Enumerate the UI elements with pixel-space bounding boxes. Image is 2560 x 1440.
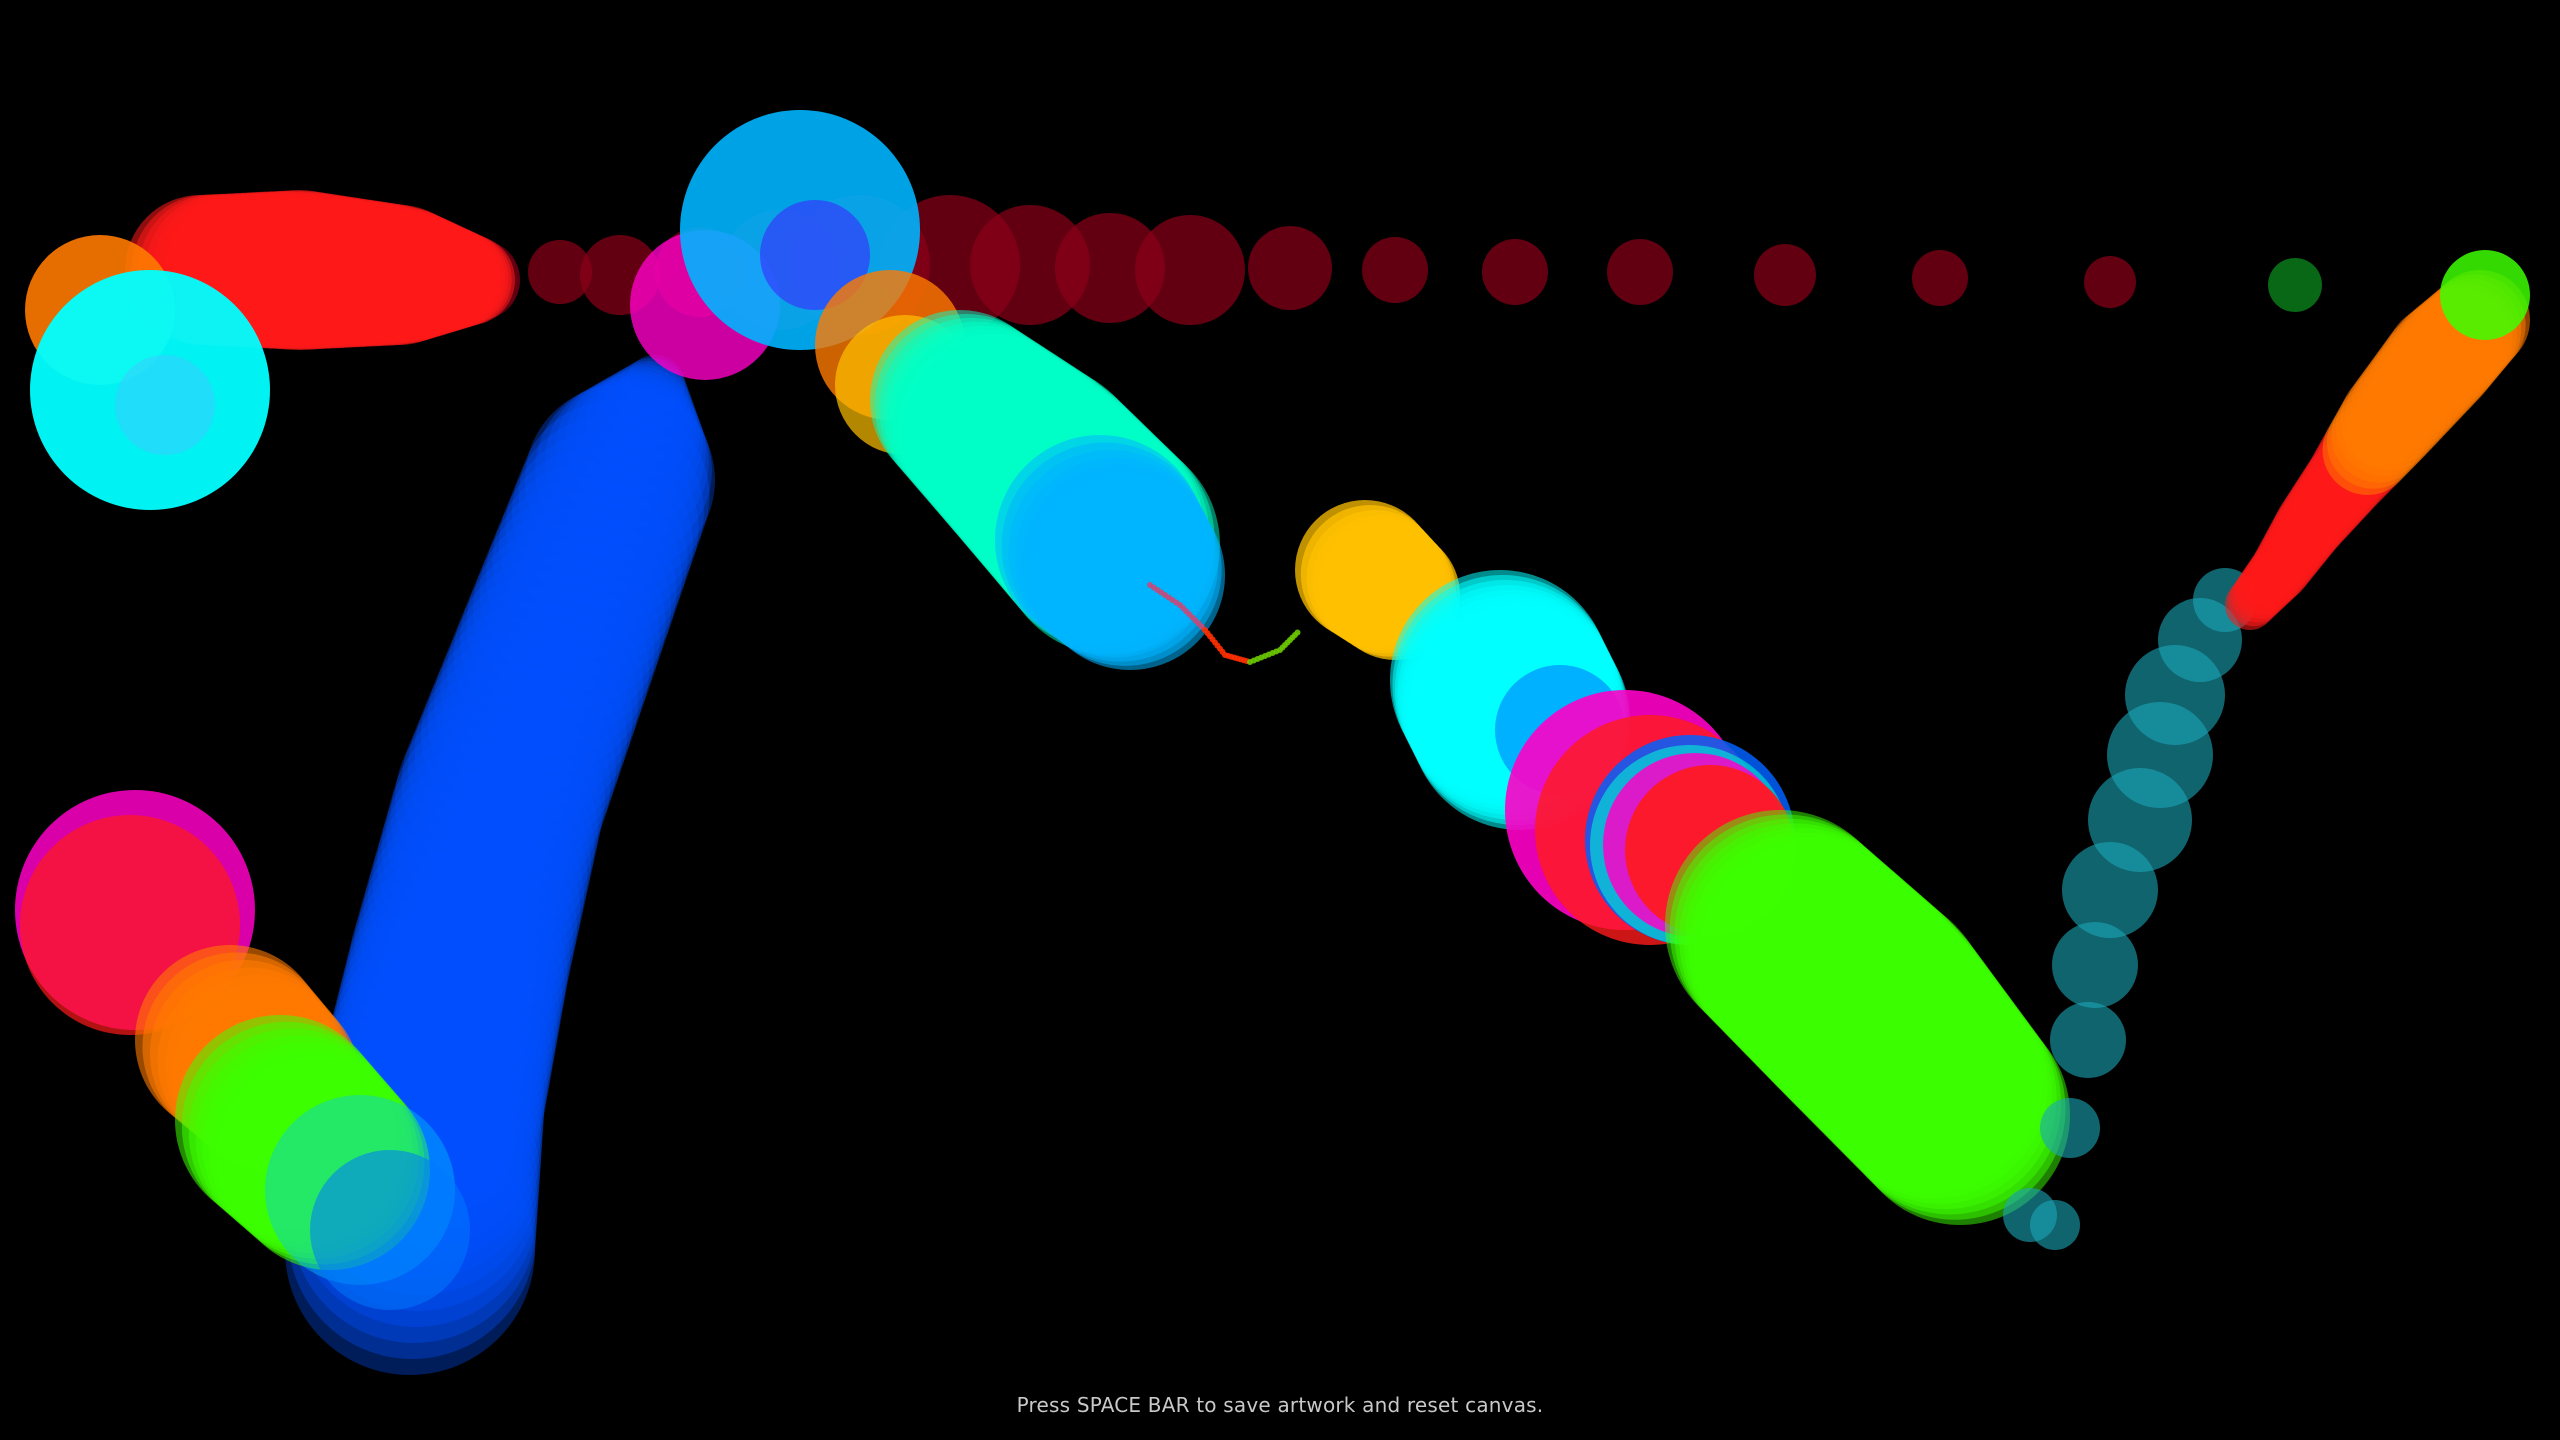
blue-stroke bbox=[346, 863, 568, 1085]
blue-stroke bbox=[368, 788, 584, 1004]
blue-stroke bbox=[401, 679, 611, 889]
trail-dot bbox=[1055, 213, 1165, 323]
blue-stroke bbox=[421, 633, 627, 839]
green-stroke bbox=[1850, 1005, 2070, 1225]
blue-stroke bbox=[453, 555, 655, 757]
blue-stroke bbox=[377, 757, 591, 971]
trail-dot bbox=[1607, 239, 1673, 305]
trail-dot bbox=[1248, 226, 1332, 310]
blue-stroke bbox=[605, 361, 691, 447]
trail-dot bbox=[528, 240, 592, 304]
cyan-blob bbox=[115, 355, 215, 455]
trail-dot bbox=[2268, 258, 2322, 312]
blue-stroke bbox=[350, 850, 570, 1070]
blue-stroke bbox=[427, 617, 633, 823]
blue-stroke bbox=[343, 877, 565, 1099]
blue-stroke bbox=[408, 664, 616, 872]
blue-stroke bbox=[354, 834, 574, 1054]
blue-stroke bbox=[518, 400, 710, 592]
blue-stroke bbox=[535, 382, 712, 559]
blue-stroke bbox=[492, 462, 688, 658]
blue-stroke bbox=[545, 379, 709, 543]
blue-stroke bbox=[479, 493, 677, 691]
blue-stroke bbox=[575, 370, 700, 495]
blue-stroke bbox=[486, 478, 682, 674]
blue-stroke bbox=[372, 772, 588, 988]
blue-stroke bbox=[585, 367, 697, 479]
blue-stroke bbox=[414, 648, 622, 856]
blue-stroke bbox=[447, 571, 649, 773]
blue-stroke bbox=[499, 447, 693, 641]
teal-dot bbox=[2050, 1002, 2126, 1078]
blue-stroke bbox=[381, 741, 595, 955]
sky-blob bbox=[760, 200, 870, 310]
blue-stroke bbox=[395, 695, 605, 905]
blue-stroke bbox=[336, 904, 560, 1128]
blue-stroke bbox=[555, 376, 706, 527]
teal-dot bbox=[2003, 1188, 2057, 1242]
blue-stroke bbox=[460, 540, 660, 740]
trail-dot bbox=[2084, 256, 2136, 308]
blue-stroke bbox=[565, 373, 703, 511]
teal-dot bbox=[2052, 922, 2138, 1008]
trail-dot bbox=[1362, 237, 1428, 303]
squiggle-dot bbox=[1294, 629, 1301, 636]
blue-stroke bbox=[359, 819, 577, 1037]
blue-stroke bbox=[473, 509, 671, 707]
trail-dot bbox=[1482, 239, 1548, 305]
blue-blob bbox=[310, 1150, 470, 1310]
blue-stroke bbox=[615, 358, 688, 431]
sky-stroke bbox=[1035, 480, 1225, 670]
blue-stroke bbox=[339, 890, 563, 1114]
red-stroke bbox=[425, 235, 515, 325]
blue-stroke bbox=[390, 710, 602, 922]
blue-stroke bbox=[505, 431, 699, 625]
trail-dot bbox=[1912, 250, 1968, 306]
green-blob bbox=[2440, 250, 2530, 340]
trail-dot bbox=[1754, 244, 1816, 306]
blue-stroke bbox=[512, 416, 704, 608]
teal-dot bbox=[2040, 1098, 2100, 1158]
blue-stroke bbox=[363, 803, 581, 1021]
blue-stroke bbox=[386, 726, 598, 938]
blue-stroke bbox=[466, 524, 666, 724]
blue-stroke bbox=[434, 602, 638, 806]
trail-dot bbox=[1135, 215, 1245, 325]
blue-stroke bbox=[440, 586, 644, 790]
trail-dot bbox=[970, 205, 1090, 325]
blue-stroke bbox=[595, 364, 694, 463]
blue-stroke bbox=[525, 385, 715, 575]
instruction-text: Press SPACE BAR to save artwork and rese… bbox=[1016, 1393, 1544, 1417]
